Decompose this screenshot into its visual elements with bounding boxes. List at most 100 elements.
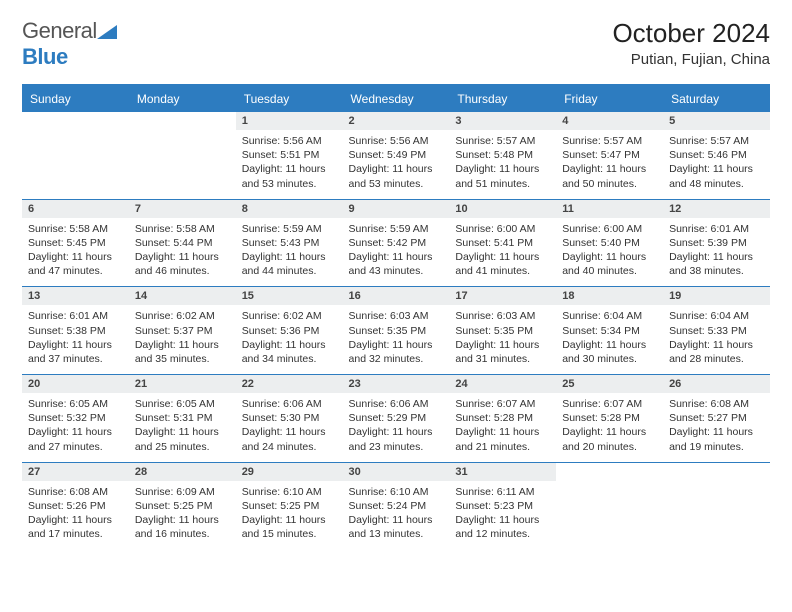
daylight-text-2: and 35 minutes. — [135, 352, 230, 366]
day-cell: 15Sunrise: 6:02 AMSunset: 5:36 PMDayligh… — [236, 287, 343, 375]
sunset-text: Sunset: 5:45 PM — [28, 236, 123, 250]
day-details: Sunrise: 6:05 AMSunset: 5:31 PMDaylight:… — [129, 393, 236, 462]
logo-text: General Blue — [22, 18, 117, 70]
day-cell: 6Sunrise: 5:58 AMSunset: 5:45 PMDaylight… — [22, 199, 129, 287]
title-block: October 2024 Putian, Fujian, China — [612, 18, 770, 68]
daylight-text-2: and 48 minutes. — [669, 177, 764, 191]
daylight-text: Daylight: 11 hours — [28, 250, 123, 264]
month-title: October 2024 — [612, 18, 770, 49]
day-number: 18 — [556, 287, 663, 305]
daylight-text-2: and 41 minutes. — [455, 264, 550, 278]
daylight-text-2: and 19 minutes. — [669, 440, 764, 454]
day-details: Sunrise: 6:00 AMSunset: 5:41 PMDaylight:… — [449, 218, 556, 287]
sunrise-text: Sunrise: 5:58 AM — [28, 222, 123, 236]
sunset-text: Sunset: 5:38 PM — [28, 324, 123, 338]
daylight-text-2: and 13 minutes. — [349, 527, 444, 541]
daylight-text-2: and 34 minutes. — [242, 352, 337, 366]
sunrise-text: Sunrise: 6:11 AM — [455, 485, 550, 499]
day-number: 30 — [343, 463, 450, 481]
day-cell: 11Sunrise: 6:00 AMSunset: 5:40 PMDayligh… — [556, 199, 663, 287]
daylight-text: Daylight: 11 hours — [349, 338, 444, 352]
daylight-text-2: and 17 minutes. — [28, 527, 123, 541]
daylight-text: Daylight: 11 hours — [455, 338, 550, 352]
day-number: 22 — [236, 375, 343, 393]
day-cell: 21Sunrise: 6:05 AMSunset: 5:31 PMDayligh… — [129, 375, 236, 463]
day-details: Sunrise: 6:06 AMSunset: 5:29 PMDaylight:… — [343, 393, 450, 462]
day-number: 29 — [236, 463, 343, 481]
day-cell: .. — [663, 462, 770, 549]
day-cell: 7Sunrise: 5:58 AMSunset: 5:44 PMDaylight… — [129, 199, 236, 287]
day-number: 14 — [129, 287, 236, 305]
day-cell: 23Sunrise: 6:06 AMSunset: 5:29 PMDayligh… — [343, 375, 450, 463]
daylight-text: Daylight: 11 hours — [455, 513, 550, 527]
daylight-text: Daylight: 11 hours — [562, 338, 657, 352]
day-details: Sunrise: 6:07 AMSunset: 5:28 PMDaylight:… — [556, 393, 663, 462]
daylight-text: Daylight: 11 hours — [669, 162, 764, 176]
day-number: 27 — [22, 463, 129, 481]
daylight-text-2: and 21 minutes. — [455, 440, 550, 454]
week-row: 6Sunrise: 5:58 AMSunset: 5:45 PMDaylight… — [22, 199, 770, 287]
day-number: 8 — [236, 200, 343, 218]
day-number: 21 — [129, 375, 236, 393]
sunrise-text: Sunrise: 6:01 AM — [28, 309, 123, 323]
day-number: 1 — [236, 112, 343, 130]
day-number: 24 — [449, 375, 556, 393]
day-number: 4 — [556, 112, 663, 130]
daylight-text-2: and 23 minutes. — [349, 440, 444, 454]
day-cell: 8Sunrise: 5:59 AMSunset: 5:43 PMDaylight… — [236, 199, 343, 287]
day-details: Sunrise: 6:01 AMSunset: 5:38 PMDaylight:… — [22, 305, 129, 374]
day-number: 10 — [449, 200, 556, 218]
daylight-text: Daylight: 11 hours — [135, 250, 230, 264]
dayname: Thursday — [449, 86, 556, 112]
daylight-text: Daylight: 11 hours — [349, 513, 444, 527]
day-details: Sunrise: 5:56 AMSunset: 5:51 PMDaylight:… — [236, 130, 343, 199]
daylight-text: Daylight: 11 hours — [242, 338, 337, 352]
day-cell: 12Sunrise: 6:01 AMSunset: 5:39 PMDayligh… — [663, 199, 770, 287]
sunrise-text: Sunrise: 6:03 AM — [349, 309, 444, 323]
day-cell: 14Sunrise: 6:02 AMSunset: 5:37 PMDayligh… — [129, 287, 236, 375]
sunset-text: Sunset: 5:48 PM — [455, 148, 550, 162]
day-cell: .. — [129, 112, 236, 199]
week-row: 20Sunrise: 6:05 AMSunset: 5:32 PMDayligh… — [22, 375, 770, 463]
day-cell: .. — [22, 112, 129, 199]
daylight-text: Daylight: 11 hours — [455, 250, 550, 264]
dayname: Tuesday — [236, 86, 343, 112]
daylight-text: Daylight: 11 hours — [455, 162, 550, 176]
daylight-text-2: and 37 minutes. — [28, 352, 123, 366]
sunrise-text: Sunrise: 6:08 AM — [28, 485, 123, 499]
sunrise-text: Sunrise: 6:08 AM — [669, 397, 764, 411]
day-cell: 5Sunrise: 5:57 AMSunset: 5:46 PMDaylight… — [663, 112, 770, 199]
daylight-text: Daylight: 11 hours — [669, 250, 764, 264]
day-details: Sunrise: 6:06 AMSunset: 5:30 PMDaylight:… — [236, 393, 343, 462]
day-number: 12 — [663, 200, 770, 218]
day-header-row: Sunday Monday Tuesday Wednesday Thursday… — [22, 86, 770, 112]
day-number: 17 — [449, 287, 556, 305]
sunset-text: Sunset: 5:25 PM — [242, 499, 337, 513]
sunset-text: Sunset: 5:28 PM — [455, 411, 550, 425]
day-details: Sunrise: 5:58 AMSunset: 5:45 PMDaylight:… — [22, 218, 129, 287]
daylight-text-2: and 24 minutes. — [242, 440, 337, 454]
sunset-text: Sunset: 5:32 PM — [28, 411, 123, 425]
daylight-text: Daylight: 11 hours — [242, 425, 337, 439]
day-cell: 20Sunrise: 6:05 AMSunset: 5:32 PMDayligh… — [22, 375, 129, 463]
sunset-text: Sunset: 5:30 PM — [242, 411, 337, 425]
day-cell: 24Sunrise: 6:07 AMSunset: 5:28 PMDayligh… — [449, 375, 556, 463]
logo: General Blue — [22, 18, 117, 70]
sunrise-text: Sunrise: 6:00 AM — [455, 222, 550, 236]
daylight-text-2: and 53 minutes. — [242, 177, 337, 191]
daylight-text: Daylight: 11 hours — [28, 425, 123, 439]
day-details: Sunrise: 5:57 AMSunset: 5:47 PMDaylight:… — [556, 130, 663, 199]
sunset-text: Sunset: 5:44 PM — [135, 236, 230, 250]
day-details: Sunrise: 6:10 AMSunset: 5:24 PMDaylight:… — [343, 481, 450, 550]
day-cell: 29Sunrise: 6:10 AMSunset: 5:25 PMDayligh… — [236, 462, 343, 549]
daylight-text: Daylight: 11 hours — [135, 338, 230, 352]
day-number: 11 — [556, 200, 663, 218]
sunrise-text: Sunrise: 5:56 AM — [242, 134, 337, 148]
day-details: Sunrise: 6:00 AMSunset: 5:40 PMDaylight:… — [556, 218, 663, 287]
sunset-text: Sunset: 5:46 PM — [669, 148, 764, 162]
day-details: Sunrise: 6:01 AMSunset: 5:39 PMDaylight:… — [663, 218, 770, 287]
daylight-text-2: and 27 minutes. — [28, 440, 123, 454]
sunset-text: Sunset: 5:35 PM — [349, 324, 444, 338]
logo-word2: Blue — [22, 44, 68, 69]
calendar-table: Sunday Monday Tuesday Wednesday Thursday… — [22, 86, 770, 549]
